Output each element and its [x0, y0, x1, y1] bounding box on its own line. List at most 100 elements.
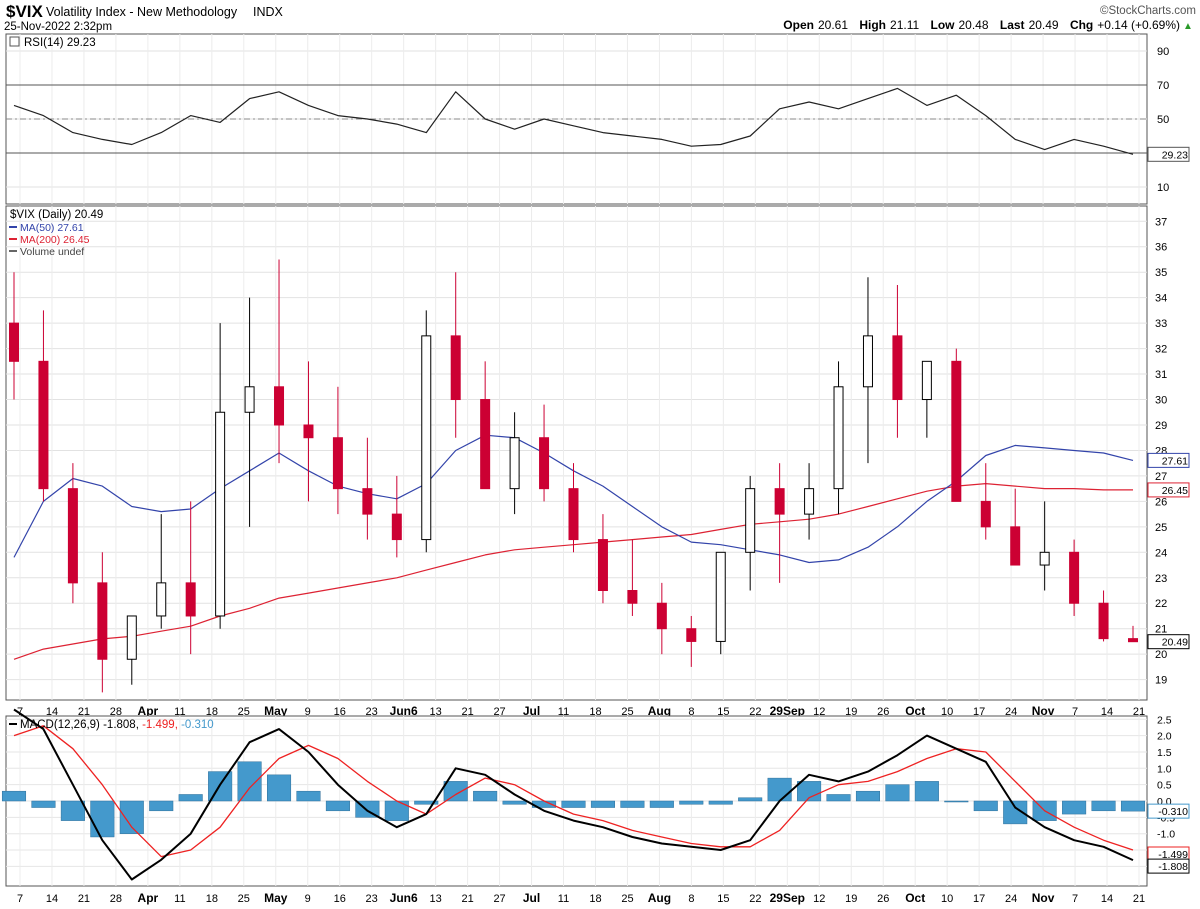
chg-up-arrow-icon: ▲ [1183, 21, 1193, 32]
macd-date-axis-label: 18 [589, 893, 601, 905]
legend-entry: MA(200) 26.45 [20, 234, 90, 246]
macd-date-axis-label: 17 [973, 893, 985, 905]
macd-date-axis-label: 14 [46, 893, 58, 905]
macd-histogram-bar [119, 800, 144, 834]
candle-up [215, 411, 226, 617]
date-axis-label: 22 [749, 706, 761, 718]
price-tick-label: 21 [1155, 624, 1167, 636]
macd-histogram-bar [60, 800, 85, 821]
candle-down [568, 488, 579, 541]
macd-date-axis-label: 19 [845, 893, 857, 905]
macd-panel: -2.0-1.5-1.0-0.50.00.51.01.52.02.5714212… [1, 708, 1190, 905]
macd-date-axis-label: 9 [305, 893, 311, 905]
low-value: 20.48 [959, 18, 989, 32]
security-name: Volatility Index - New Methodology [46, 5, 238, 19]
macd-last-value-box [1147, 858, 1190, 874]
macd-histogram-bar [237, 761, 262, 802]
macd-date-axis-label: 22 [749, 893, 761, 905]
candle-down [67, 488, 78, 584]
macd-histogram-bar [620, 800, 645, 808]
candle-up [244, 386, 255, 413]
rsi-tick-label: 50 [1157, 114, 1169, 126]
date-axis-label: 28 [110, 706, 122, 718]
candle-down [539, 437, 550, 490]
candle-down [1010, 526, 1021, 566]
candle-down [597, 539, 608, 592]
price-tick-label: 24 [1155, 547, 1167, 559]
date-axis-label: 11 [174, 706, 185, 718]
macd-date-axis-label: 11 [174, 893, 185, 905]
macd-histogram-bar [885, 784, 910, 802]
macd-tick-label: -1.0 [1157, 829, 1175, 841]
macd-title-signal: -1.499, [142, 719, 181, 731]
macd-date-axis-label: 28 [110, 893, 122, 905]
macd-tick-label: 2.0 [1157, 731, 1172, 743]
date-axis-label: Jun6 [390, 704, 418, 718]
macd-histogram-bar [797, 781, 822, 802]
macd-date-axis-label: 21 [461, 893, 473, 905]
candle-up [833, 386, 844, 490]
price-title: $VIX (Daily) 20.49 [10, 209, 103, 221]
date-axis-label: 7 [1072, 706, 1078, 718]
macd-tick-label: 0.5 [1157, 780, 1172, 792]
exchange: INDX [253, 5, 284, 19]
candle-down [1098, 602, 1109, 640]
price-tick-label: 20 [1155, 649, 1167, 661]
price-tick-label: 34 [1155, 293, 1167, 305]
macd-date-axis-label: 29Sep [770, 891, 805, 905]
macd-date-axis-label: 18 [206, 893, 218, 905]
price-tick-label: 32 [1155, 344, 1167, 356]
candle-down [892, 335, 903, 401]
candle-up [156, 582, 167, 617]
macd-histogram-bar [649, 800, 674, 808]
macd-histogram-bar [296, 790, 321, 802]
macd-histogram-bar [502, 800, 527, 805]
rsi-line [13, 87, 1134, 155]
date-axis-label: 23 [366, 706, 378, 718]
candle-down [1128, 638, 1138, 643]
macd-date-axis-label: May [264, 891, 288, 905]
macd-signal-last-value: -1.499 [1158, 849, 1188, 861]
macd-date-axis-label: 12 [813, 893, 825, 905]
candle-down [450, 335, 461, 401]
date-axis-label: 24 [1005, 706, 1017, 718]
macd-histogram-bar [266, 774, 292, 802]
candle-down [627, 590, 638, 604]
macd-histogram-bar [738, 797, 763, 802]
macd-histogram-bar [826, 794, 851, 802]
price-tick-label: 23 [1155, 573, 1167, 585]
price-tick-label: 36 [1155, 242, 1167, 254]
macd-hist-last-value-box [1147, 803, 1190, 819]
rsi-tick-label: 90 [1157, 46, 1169, 58]
high-label: High [859, 18, 886, 32]
open-label: Open [783, 18, 814, 32]
candle-down [303, 424, 314, 439]
macd-histogram-bar [973, 800, 998, 812]
macd-histogram-bar [1062, 800, 1087, 815]
open-value: 20.61 [818, 18, 848, 32]
price-tick-label: 19 [1155, 675, 1167, 687]
macd-date-axis-label: 21 [78, 893, 90, 905]
price-tick-label: 30 [1155, 395, 1167, 407]
candle-up [509, 437, 520, 490]
candle-down [951, 360, 962, 502]
date-axis-label: 8 [688, 706, 694, 718]
macd-histogram-bar [149, 800, 174, 812]
macd-histogram-bar [443, 781, 468, 802]
date-axis-label: 29Sep [770, 704, 805, 718]
macd-histogram-bar [31, 800, 56, 808]
macd-date-axis-label: 7 [17, 893, 23, 905]
macd-date-axis-label: 25 [238, 893, 250, 905]
macd-histogram-bar [1120, 800, 1146, 812]
ma50-last-value-box [1147, 452, 1190, 468]
macd-date-axis-label: 15 [717, 893, 729, 905]
date-axis-label: 19 [845, 706, 857, 718]
price-tick-label: 35 [1155, 267, 1167, 279]
rsi-title: RSI(14) 29.23 [24, 37, 96, 49]
date-axis-label: 16 [334, 706, 346, 718]
candle-up [1039, 551, 1050, 566]
legend-entry: MA(50) 27.61 [20, 222, 84, 234]
ma50-last-value: 27.61 [1162, 455, 1188, 467]
candle-down [774, 488, 785, 515]
